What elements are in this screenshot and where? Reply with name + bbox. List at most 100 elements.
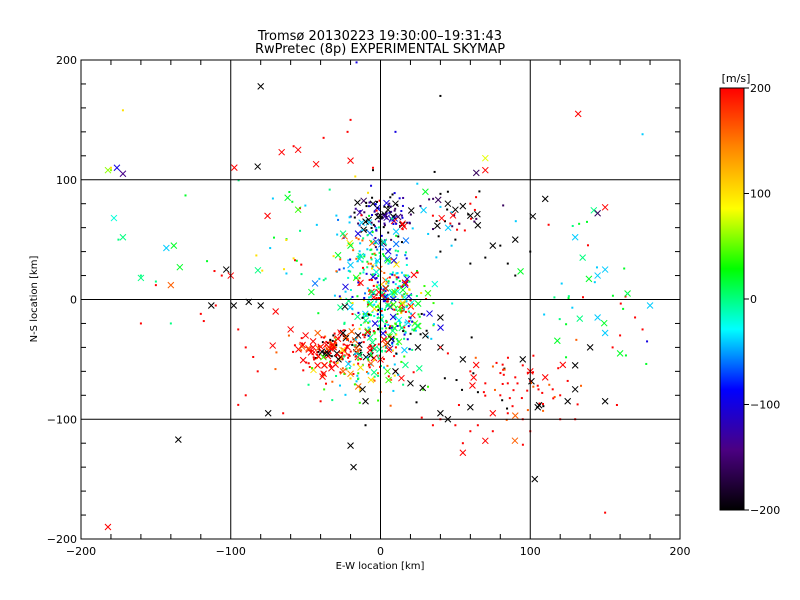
- data-point-x: [302, 332, 309, 339]
- data-point-dot: [275, 351, 278, 354]
- data-point-dot: [139, 274, 142, 277]
- data-point-dot: [199, 312, 202, 315]
- data-point-dot: [406, 292, 409, 295]
- data-point-dot: [373, 210, 376, 213]
- data-point-dot: [324, 335, 327, 338]
- data-point-dot: [453, 214, 456, 217]
- data-point-x: [361, 310, 369, 318]
- data-point-dot: [377, 305, 380, 308]
- data-point-dot: [343, 373, 346, 376]
- data-point-dot: [623, 267, 626, 270]
- data-point-x: [594, 272, 601, 279]
- data-point-dot: [541, 402, 544, 405]
- data-point-dot: [334, 338, 337, 341]
- data-point-dot: [317, 312, 320, 315]
- data-point-x: [385, 376, 392, 384]
- data-point-x: [399, 299, 406, 307]
- data-point-x: [398, 324, 406, 332]
- y-tick-label: 100: [56, 174, 77, 187]
- data-point-dot: [335, 214, 338, 217]
- data-point-dot: [121, 109, 124, 112]
- data-point-dot: [526, 371, 529, 374]
- data-point-dot: [396, 338, 399, 341]
- data-point-dot: [360, 214, 363, 217]
- data-point-dot: [381, 349, 384, 352]
- data-point-dot: [390, 378, 393, 381]
- data-point-x: [646, 302, 654, 309]
- data-point-dot: [361, 229, 364, 232]
- data-point-dot: [375, 296, 378, 299]
- data-point-x: [531, 475, 539, 483]
- data-point-dot: [348, 354, 351, 357]
- data-point-dot: [416, 182, 419, 185]
- data-point-dot: [394, 283, 397, 286]
- data-point-x: [511, 236, 519, 243]
- data-point-dot: [376, 248, 379, 251]
- data-point-dot: [400, 210, 403, 213]
- data-point-x: [110, 214, 118, 222]
- data-point-dot: [532, 354, 535, 357]
- data-point-x: [382, 284, 389, 292]
- data-point-x: [370, 369, 378, 376]
- data-point-dot: [364, 314, 367, 317]
- data-point-dot: [109, 169, 112, 172]
- data-point-dot: [411, 227, 414, 230]
- data-point-dot: [386, 364, 389, 367]
- data-point-dot: [407, 310, 410, 313]
- data-point-dot: [355, 61, 358, 64]
- data-point-dot: [353, 344, 356, 347]
- x-tick-label: −200: [66, 545, 96, 558]
- data-point-x: [449, 212, 457, 219]
- data-point-dot: [375, 260, 378, 263]
- chart-subtitle: RwPretec (8p) EXPERIMENTAL SKYMAP: [255, 42, 505, 57]
- data-point-dot: [361, 316, 364, 319]
- data-point-dot: [330, 344, 333, 347]
- data-point-dot: [552, 397, 555, 400]
- data-point-x: [601, 203, 609, 211]
- data-point-x: [299, 356, 307, 364]
- data-point-x: [601, 266, 609, 273]
- data-point-dot: [406, 338, 409, 341]
- data-point-dot: [502, 373, 505, 376]
- data-point-dot: [361, 260, 364, 263]
- data-point-dot: [473, 220, 476, 223]
- data-point-dot: [472, 372, 475, 375]
- data-point-dot: [426, 335, 429, 338]
- data-point-dot: [376, 213, 379, 216]
- data-point-dot: [357, 281, 360, 284]
- data-point-x: [459, 202, 467, 210]
- data-point-dot: [469, 262, 472, 265]
- data-point-dot: [184, 194, 187, 197]
- data-point-dot: [255, 254, 258, 257]
- data-point-dot: [397, 285, 400, 288]
- data-point-dot: [553, 296, 556, 299]
- data-point-dot: [408, 316, 411, 319]
- data-point-dot: [332, 255, 335, 258]
- data-point-dot: [417, 313, 420, 316]
- data-point-x: [372, 238, 380, 246]
- data-point-x: [444, 224, 452, 232]
- data-point-dot: [380, 313, 383, 316]
- data-point-dot: [404, 331, 407, 334]
- data-point-dot: [405, 257, 408, 260]
- data-point-dot: [389, 325, 392, 328]
- data-point-x: [347, 242, 354, 249]
- data-point-dot: [634, 316, 637, 319]
- data-point-dot: [377, 226, 380, 229]
- data-point-x: [264, 212, 271, 220]
- data-point-dot: [454, 238, 457, 241]
- y-axis-ticks: −200 −100 0 100 200: [47, 54, 680, 546]
- data-point-x: [579, 254, 587, 261]
- data-point-x: [444, 200, 452, 208]
- data-point-dot: [394, 207, 397, 210]
- data-point-dot: [403, 293, 406, 296]
- data-point-x: [413, 322, 421, 330]
- data-point-dot: [469, 370, 472, 373]
- data-point-dot: [406, 221, 409, 224]
- colorbar-ticks: 200 100 0 −100 −200: [744, 82, 780, 517]
- data-point-dot: [369, 345, 372, 348]
- data-point-dot: [366, 312, 369, 315]
- data-point-dot: [374, 242, 377, 245]
- data-point-dot: [565, 356, 568, 359]
- data-point-dot: [371, 213, 374, 216]
